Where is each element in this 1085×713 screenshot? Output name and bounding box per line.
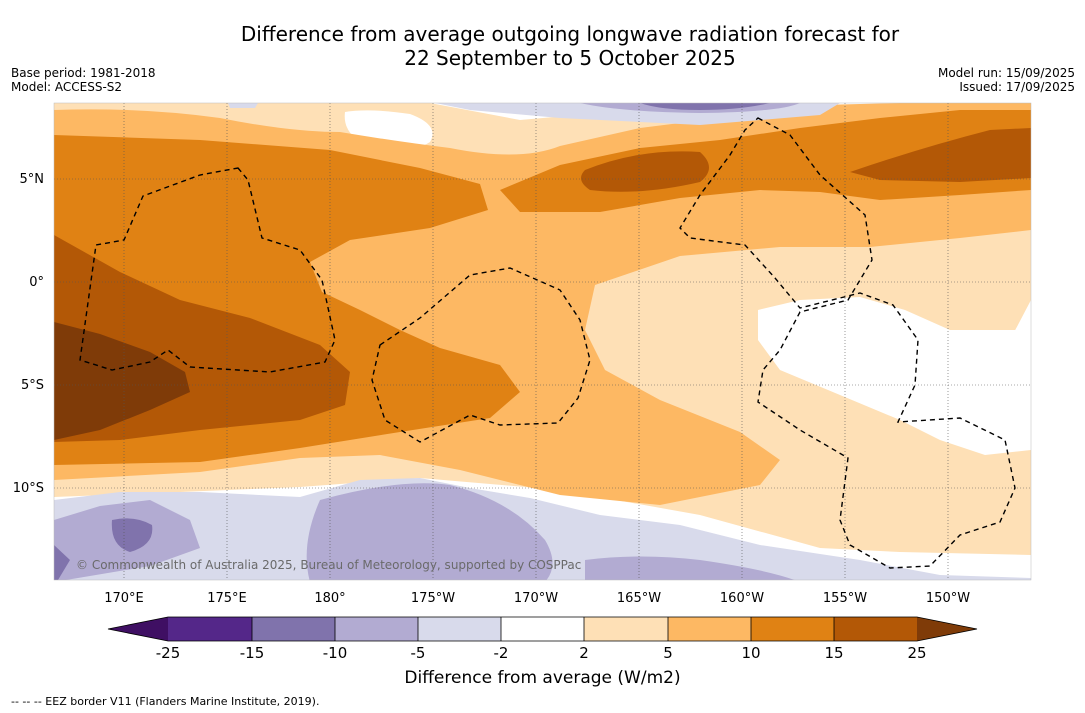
map-title: Difference from average outgoing longwav… bbox=[0, 22, 1085, 70]
colorbar-swatch bbox=[335, 617, 418, 641]
colorbar-tick: -15 bbox=[240, 644, 265, 662]
eez-legend-note: -- -- -- EEZ border V11 (Flanders Marine… bbox=[11, 695, 320, 708]
lon-label: 155°W bbox=[823, 591, 867, 606]
colorbar-swatch bbox=[668, 617, 751, 641]
lon-label: 165°W bbox=[617, 591, 661, 606]
lat-label: 5°S bbox=[21, 378, 44, 393]
colorbar-swatch bbox=[834, 617, 917, 641]
title-line-1: Difference from average outgoing longwav… bbox=[240, 22, 900, 46]
colorbar-swatch bbox=[751, 617, 834, 641]
colorbar-tick: 5 bbox=[663, 644, 673, 662]
colorbar-tick: -2 bbox=[494, 644, 509, 662]
colorbar-tick: -25 bbox=[156, 644, 181, 662]
colorbar-tick: 2 bbox=[579, 644, 589, 662]
purple-top-dark bbox=[640, 103, 770, 110]
colorbar: -25 -15 -10 -5 -2 2 5 10 15 25 bbox=[107, 616, 978, 662]
copyright-notice: © Commonwealth of Australia 2025, Bureau… bbox=[76, 558, 581, 572]
lon-labels: 170°E 175°E 180° 175°W 170°W 165°W 160°W… bbox=[104, 591, 970, 606]
colorbar-extend-high bbox=[917, 617, 977, 641]
lon-label: 180° bbox=[314, 591, 345, 606]
colorbar-swatch bbox=[584, 617, 668, 641]
colorbar-swatch bbox=[168, 617, 252, 641]
anomaly-band-minus-5-10 bbox=[54, 483, 795, 580]
map-area: © Commonwealth of Australia 2025, Bureau… bbox=[54, 103, 1031, 580]
base-period: Base period: 1981-2018 bbox=[11, 66, 156, 80]
colorbar-outline bbox=[107, 616, 978, 642]
lon-label: 175°W bbox=[411, 591, 455, 606]
meta-left: Base period: 1981-2018 Model: ACCESS-S2 bbox=[11, 66, 156, 94]
lat-label: 5°N bbox=[20, 172, 45, 187]
issued-date: Issued: 17/09/2025 bbox=[959, 80, 1075, 94]
title-line-2: 22 September to 5 October 2025 bbox=[404, 46, 736, 70]
lon-label: 160°W bbox=[720, 591, 764, 606]
model-name: Model: ACCESS-S2 bbox=[11, 80, 123, 94]
anomaly-band-over-25 bbox=[54, 322, 190, 440]
anomaly-band-15-25 bbox=[54, 128, 1031, 442]
colorbar-swatch bbox=[252, 617, 335, 641]
colorbar-tick: 15 bbox=[824, 644, 843, 662]
anomaly-band-minus-10-15 bbox=[54, 518, 153, 580]
lon-label: 150°W bbox=[926, 591, 970, 606]
anomaly-band-minus-2-5 bbox=[54, 478, 1031, 580]
lat-labels: 5°N 0° 5°S 10°S bbox=[13, 172, 44, 496]
white-area-east bbox=[758, 297, 1031, 455]
lon-label: 170°W bbox=[514, 591, 558, 606]
meta-right: Model run: 15/09/2025 Issued: 17/09/2025 bbox=[938, 66, 1075, 94]
lon-label: 170°E bbox=[104, 591, 144, 606]
map-frame bbox=[53, 102, 1032, 581]
colorbar-swatch bbox=[501, 617, 584, 641]
colorbar-tick: 25 bbox=[907, 644, 926, 662]
model-run: Model run: 15/09/2025 bbox=[937, 66, 1075, 80]
lat-label: 0° bbox=[29, 275, 44, 290]
colorbar-extend-low bbox=[108, 617, 168, 641]
colorbar-dividers bbox=[251, 617, 835, 641]
colorbar-ticks: -25 -15 -10 -5 -2 2 5 10 15 25 bbox=[156, 644, 927, 662]
colorbar-label: Difference from average (W/m2) bbox=[404, 668, 681, 688]
lat-label: 10°S bbox=[13, 481, 44, 496]
colorbar-swatch bbox=[418, 617, 501, 641]
eez-borders bbox=[79, 117, 1016, 569]
colorbar-tick: 10 bbox=[741, 644, 760, 662]
gridlines bbox=[54, 103, 1031, 580]
colorbar-tick: -5 bbox=[411, 644, 426, 662]
lon-label: 175°E bbox=[207, 591, 247, 606]
colorbar-tick: -10 bbox=[323, 644, 348, 662]
